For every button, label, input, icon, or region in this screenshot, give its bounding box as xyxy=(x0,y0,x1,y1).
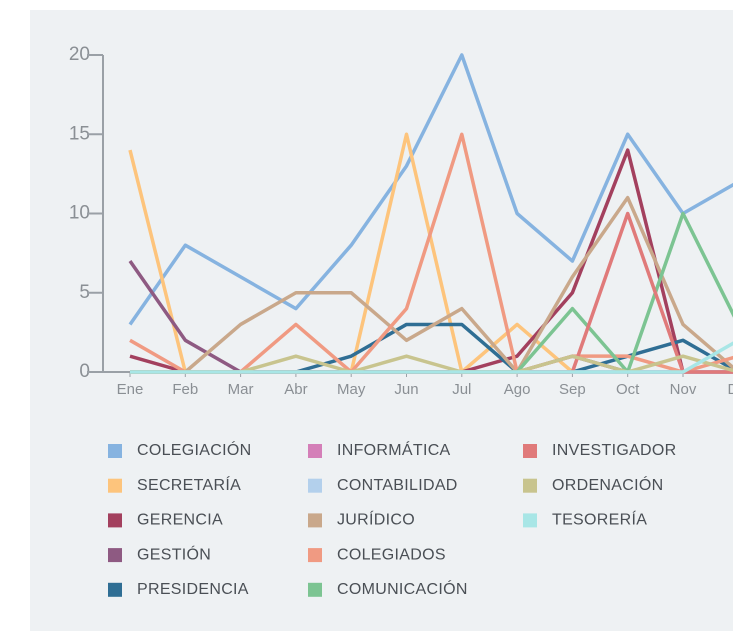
legend-swatch xyxy=(108,548,122,563)
line xyxy=(130,341,733,374)
x-tick-label: Ene xyxy=(117,381,144,398)
y-tick-label: 20 xyxy=(69,44,90,65)
legend-label: TESORERÍA xyxy=(552,510,647,529)
legend-label: ORDENACIÓN xyxy=(552,475,663,494)
x-tick-label: Sep xyxy=(559,381,586,398)
x-tick-label: Abr xyxy=(284,381,307,398)
legend-label: COMUNICACIÓN xyxy=(337,579,468,598)
legend-label: JURÍDICO xyxy=(337,510,415,529)
line xyxy=(130,195,733,374)
legend-swatch xyxy=(308,513,322,528)
x-tick-label: Jun xyxy=(394,381,418,398)
legend-swatch xyxy=(308,548,322,563)
legend-swatch xyxy=(523,513,537,528)
legend-swatch xyxy=(308,582,322,597)
legend-label: COLEGIACIÓN xyxy=(137,440,251,459)
x-tick-label: Oct xyxy=(616,381,640,398)
legend-label: INVESTIGADOR xyxy=(552,442,677,459)
x-tick-label: Mar xyxy=(228,381,254,398)
x-tick-label: May xyxy=(337,381,366,398)
legend-swatch xyxy=(108,478,122,493)
legend-label: INFORMÁTICA xyxy=(337,440,451,459)
x-tick-label: Ago xyxy=(504,381,531,398)
line xyxy=(128,53,733,326)
legend-label: PRESIDENCIA xyxy=(137,581,249,598)
legend-swatch xyxy=(108,444,122,458)
x-tick-label: Dic xyxy=(727,381,733,398)
legend-label: SECRETARÍA xyxy=(137,475,241,494)
legend-swatch xyxy=(108,582,122,597)
y-tick-label: 0 xyxy=(79,361,90,382)
y-tick-label: 5 xyxy=(79,282,90,303)
legend-swatch xyxy=(523,478,537,493)
x-tick-label: Jul xyxy=(452,381,471,398)
legend-swatch xyxy=(308,444,322,458)
legend-label: GERENCIA xyxy=(137,512,223,529)
y-tick-label: 10 xyxy=(69,203,90,224)
x-tick-label: Feb xyxy=(172,381,198,398)
legend-swatch xyxy=(108,513,122,528)
legend-label: CONTABILIDAD xyxy=(337,477,458,494)
legend-label: COLEGIADOS xyxy=(337,546,446,563)
legend-swatch xyxy=(308,478,322,493)
legend-label: GESTIÓN xyxy=(137,544,211,563)
x-tick-label: Nov xyxy=(670,381,697,398)
legend-swatch xyxy=(523,444,537,458)
y-tick-label: 15 xyxy=(69,123,90,144)
